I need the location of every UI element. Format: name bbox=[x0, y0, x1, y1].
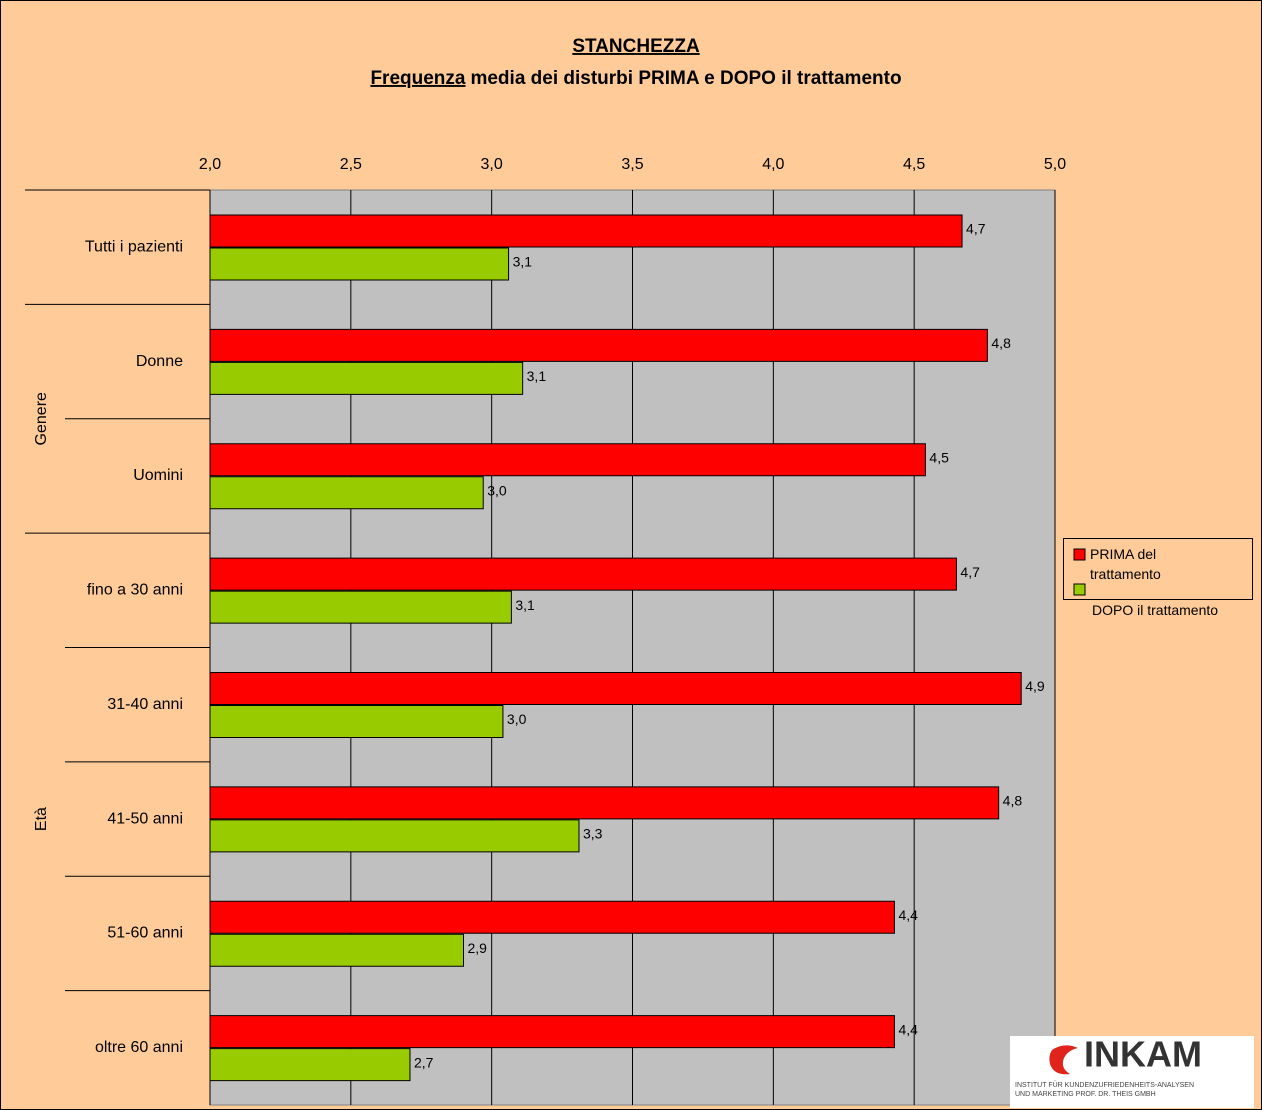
x-tick-label: 3,5 bbox=[621, 156, 643, 173]
value-label: 4,7 bbox=[966, 221, 986, 237]
value-label: 4,7 bbox=[960, 564, 980, 580]
logo-icon bbox=[1049, 1045, 1078, 1075]
bar bbox=[209, 214, 963, 248]
y-tick-label: Uomini bbox=[133, 467, 183, 484]
legend-swatch bbox=[1073, 583, 1086, 596]
bar bbox=[209, 247, 510, 281]
x-tick-label: 3,0 bbox=[481, 156, 503, 173]
value-label: 2,9 bbox=[468, 940, 488, 956]
value-label: 4,8 bbox=[991, 335, 1011, 351]
value-label: 3,0 bbox=[487, 482, 507, 498]
bar bbox=[209, 1015, 895, 1049]
bar bbox=[209, 900, 895, 934]
value-label: 3,1 bbox=[515, 597, 535, 613]
bar bbox=[209, 328, 988, 362]
bar bbox=[209, 476, 484, 510]
value-label: 4,5 bbox=[929, 449, 949, 465]
value-label: 4,8 bbox=[1003, 793, 1023, 809]
subtitle-part: Frequenza bbox=[370, 68, 465, 89]
bar bbox=[209, 786, 1000, 820]
bar bbox=[209, 819, 580, 853]
value-label: 3,3 bbox=[583, 826, 603, 842]
y-tick-label: Donne bbox=[136, 353, 183, 370]
value-label: 3,1 bbox=[513, 254, 533, 270]
x-tick-label: 2,5 bbox=[340, 156, 362, 173]
y-tick-label: Tutti i pazienti bbox=[85, 238, 183, 255]
bar bbox=[209, 705, 504, 738]
y-tick-label: 51-60 anni bbox=[107, 925, 183, 942]
bar bbox=[209, 443, 926, 477]
legend-label: DOPO il trattamento bbox=[1092, 602, 1219, 618]
bar bbox=[209, 672, 1022, 705]
bar bbox=[209, 361, 524, 395]
value-label: 4,9 bbox=[1025, 678, 1045, 694]
chart-title: STANCHEZZA bbox=[572, 36, 700, 57]
legend-swatch bbox=[1073, 548, 1086, 561]
bar bbox=[209, 590, 512, 624]
group-label: Genere bbox=[33, 392, 50, 445]
chart-subtitle: Frequenza media dei disturbi PRIMA e DOPO… bbox=[370, 68, 901, 89]
x-tick-label: 4,0 bbox=[762, 156, 784, 173]
group-label: Età bbox=[33, 807, 50, 831]
bar bbox=[209, 557, 957, 591]
value-label: 3,0 bbox=[507, 711, 527, 727]
legend-box bbox=[1063, 538, 1253, 600]
legend-label: PRIMA del trattamento bbox=[1090, 546, 1161, 582]
y-tick-label: oltre 60 anni bbox=[95, 1039, 183, 1056]
bar bbox=[209, 933, 464, 967]
subtitle-part: media dei disturbi PRIMA e DOPO il tratt… bbox=[470, 68, 901, 89]
logo-box bbox=[1010, 1036, 1254, 1108]
y-tick-label: 41-50 anni bbox=[107, 810, 183, 827]
value-label: 4,4 bbox=[898, 907, 918, 923]
x-tick-label: 4,5 bbox=[903, 156, 925, 173]
value-label: 3,1 bbox=[527, 368, 547, 384]
bar bbox=[209, 1048, 411, 1082]
value-label: 2,7 bbox=[414, 1054, 434, 1070]
value-label: 4,4 bbox=[898, 1021, 918, 1037]
logo-tagline: UND MARKETING PROF. DR. THEIS GMBH bbox=[1015, 1091, 1156, 1098]
x-tick-label: 2,0 bbox=[199, 156, 221, 173]
y-tick-label: 31-40 anni bbox=[107, 696, 183, 713]
logo-name: INKAM bbox=[1084, 1034, 1202, 1075]
y-tick-label: fino a 30 anni bbox=[87, 582, 183, 599]
x-tick-label: 5,0 bbox=[1044, 156, 1066, 173]
logo-tagline: INSTITUT FÜR KUNDENZUFRIEDENHEITS-ANALYS… bbox=[1015, 1081, 1194, 1089]
